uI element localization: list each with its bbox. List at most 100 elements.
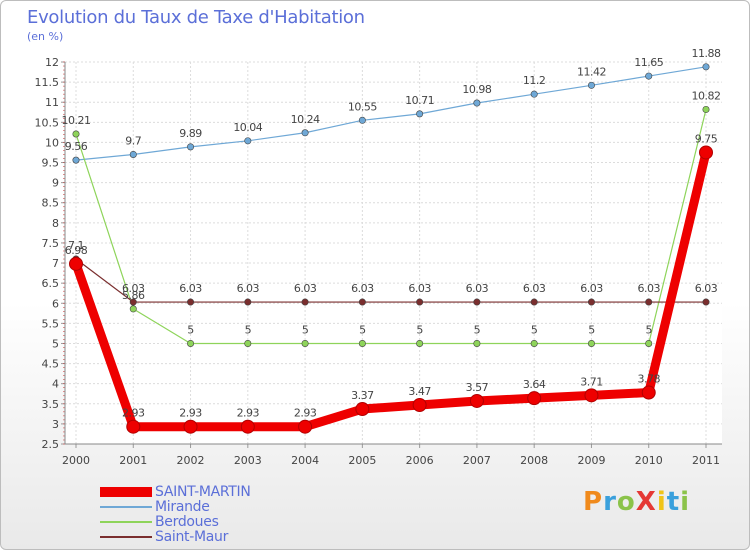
data-label-saint-martin: 3.78 — [637, 373, 660, 386]
data-point-saint-maur — [587, 298, 595, 306]
data-label-saint-maur: 6.03 — [351, 282, 374, 295]
data-label-mirande: 11.2 — [523, 74, 546, 87]
data-label-saint-maur: 6.03 — [294, 282, 317, 295]
y-tick-label: 4.5 — [42, 358, 60, 371]
logo-letter: i — [656, 487, 667, 517]
data-point-mirande — [358, 116, 366, 124]
data-point-mirande — [301, 129, 309, 137]
data-label-berdoues: 5 — [474, 323, 481, 336]
y-tick-label: 7 — [52, 257, 59, 270]
y-tick-label: 11.5 — [35, 76, 60, 89]
data-point-mirande — [587, 81, 595, 89]
x-tick-label: 2001 — [119, 454, 147, 467]
data-point-mirande — [473, 99, 481, 107]
y-tick-label: 9 — [52, 177, 59, 190]
data-point-saint-martin — [183, 419, 198, 434]
data-point-berdoues — [72, 130, 80, 138]
legend-swatch-saint-martin — [100, 487, 152, 497]
x-tick-label: 2011 — [692, 454, 720, 467]
data-label-saint-martin: 3.64 — [523, 378, 546, 391]
data-label-berdoues: 5 — [245, 323, 252, 336]
data-label-saint-maur: 6.03 — [122, 282, 145, 295]
data-label-saint-maur: 6.03 — [580, 282, 603, 295]
data-point-saint-martin — [641, 385, 656, 400]
data-point-berdoues — [473, 339, 481, 347]
data-point-berdoues — [702, 105, 710, 113]
logo-letter: X — [635, 487, 657, 517]
data-label-mirande: 10.55 — [348, 100, 377, 113]
y-tick-label: 5.5 — [42, 317, 60, 330]
data-label-berdoues: 5.86 — [122, 289, 145, 302]
data-label-mirande: 11.88 — [692, 47, 721, 60]
data-point-saint-martin — [355, 402, 370, 417]
data-label-saint-maur: 6.03 — [695, 282, 718, 295]
data-point-saint-martin — [126, 419, 141, 434]
x-tick-label: 2007 — [463, 454, 491, 467]
logo-letter: P — [583, 487, 604, 517]
data-label-saint-maur: 7.1 — [68, 239, 84, 252]
data-point-saint-martin — [240, 419, 255, 434]
data-label-saint-martin: 2.93 — [237, 407, 260, 420]
x-tick-label: 2008 — [520, 454, 548, 467]
data-point-saint-maur — [702, 298, 710, 306]
legend-swatch-berdoues — [100, 521, 152, 523]
series-line-berdoues — [75, 108, 707, 345]
data-point-saint-maur — [129, 298, 137, 306]
x-tick-label: 2000 — [62, 454, 90, 467]
data-label-saint-martin: 6.98 — [65, 244, 88, 257]
data-point-saint-martin — [298, 419, 313, 434]
data-label-saint-martin: 3.71 — [580, 375, 603, 388]
x-tick-label: 2004 — [291, 454, 319, 467]
data-point-saint-maur — [645, 298, 653, 306]
y-tick-label: 5 — [52, 337, 59, 350]
data-label-berdoues: 5 — [359, 323, 366, 336]
data-point-saint-maur — [301, 298, 309, 306]
data-point-berdoues — [301, 339, 309, 347]
logo-letter: r — [603, 487, 617, 517]
data-label-berdoues: 5 — [645, 323, 652, 336]
data-label-saint-maur: 6.03 — [237, 282, 260, 295]
data-point-berdoues — [530, 339, 538, 347]
data-point-mirande — [129, 150, 137, 158]
data-point-saint-martin — [412, 397, 427, 412]
legend-label-saint-martin: SAINT-MARTIN — [155, 484, 251, 500]
data-label-berdoues: 10.21 — [62, 114, 91, 127]
data-label-saint-martin: 9.75 — [695, 132, 718, 145]
data-point-saint-maur — [530, 298, 538, 306]
data-point-mirande — [645, 72, 653, 80]
x-tick-label: 2009 — [577, 454, 605, 467]
data-point-mirande — [244, 137, 252, 145]
data-point-saint-martin — [584, 388, 599, 403]
data-point-mirande — [530, 90, 538, 98]
logo-letter: o — [616, 487, 636, 517]
data-point-mirande — [702, 63, 710, 71]
y-tick-label: 3.5 — [42, 398, 60, 411]
data-label-saint-martin: 3.47 — [408, 385, 431, 398]
y-tick-label: 11 — [45, 96, 59, 109]
data-point-mirande — [72, 156, 80, 164]
y-tick-label: 6.5 — [42, 277, 60, 290]
y-tick-label: 3 — [52, 418, 59, 431]
data-label-berdoues: 5 — [302, 323, 309, 336]
y-tick-label: 4 — [52, 378, 59, 391]
data-point-berdoues — [244, 339, 252, 347]
data-point-saint-maur — [244, 298, 252, 306]
y-tick-label: 10.5 — [35, 116, 60, 129]
data-label-saint-maur: 6.03 — [637, 282, 660, 295]
legend-label-mirande: Mirande — [155, 499, 210, 515]
data-label-mirande: 9.7 — [125, 134, 141, 147]
chart-title: Evolution du Taux de Taxe d'Habitation — [27, 7, 365, 28]
legend-swatch-mirande — [100, 506, 152, 508]
data-label-saint-martin: 2.93 — [294, 407, 317, 420]
data-point-saint-maur — [187, 298, 195, 306]
data-label-mirande: 10.24 — [291, 113, 320, 126]
proxiti-logo: ProXiti — [583, 487, 690, 517]
data-point-mirande — [416, 110, 424, 118]
data-point-berdoues — [587, 339, 595, 347]
data-point-berdoues — [129, 305, 137, 313]
chart-unit: (en %) — [27, 30, 64, 43]
data-label-mirande: 10.98 — [462, 83, 491, 96]
data-point-saint-martin — [69, 256, 83, 271]
data-label-mirande: 9.89 — [179, 127, 202, 140]
